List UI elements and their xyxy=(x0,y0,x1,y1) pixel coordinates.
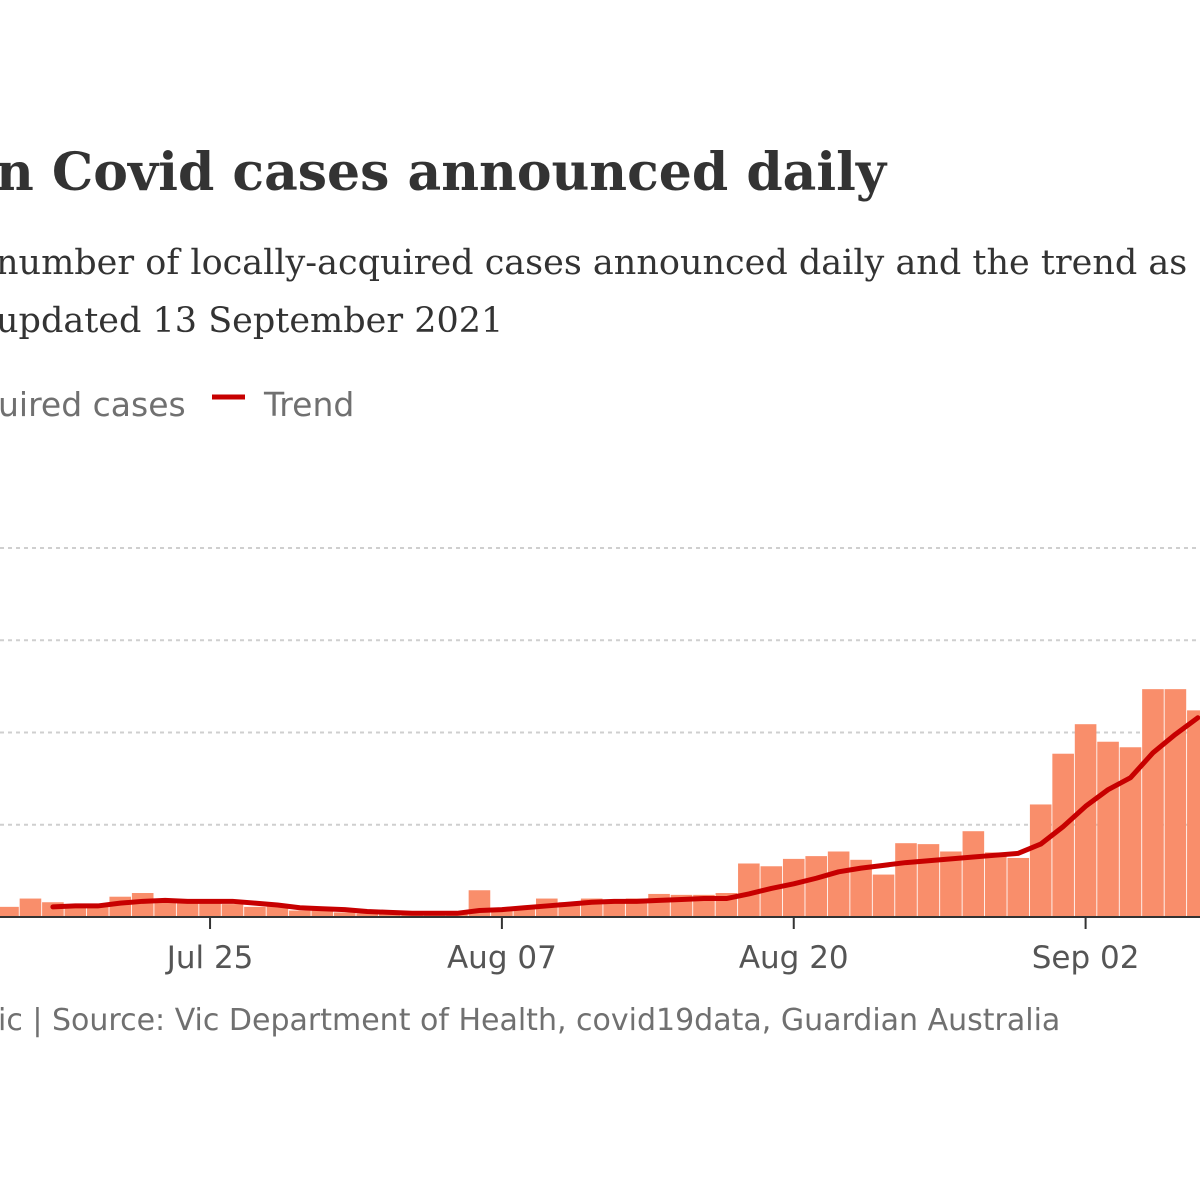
chart-subtitle: number of locally-acquired cases announc… xyxy=(0,243,1200,283)
bar xyxy=(805,856,827,917)
bar xyxy=(0,906,19,917)
bar xyxy=(244,906,266,917)
bar xyxy=(738,863,760,917)
bar xyxy=(356,913,378,917)
bar xyxy=(895,843,917,917)
bar xyxy=(1052,753,1074,917)
bar xyxy=(289,910,311,917)
bar xyxy=(311,910,334,917)
bar xyxy=(1164,689,1187,917)
bar xyxy=(64,905,87,917)
bar xyxy=(513,906,536,917)
chart-title: n Covid cases announced daily xyxy=(0,142,888,203)
bar xyxy=(221,904,244,917)
bar xyxy=(199,903,221,917)
x-tick-label: Aug 20 xyxy=(739,940,849,976)
bar xyxy=(109,896,132,917)
bar xyxy=(648,893,670,917)
bar xyxy=(19,898,42,917)
plot-area xyxy=(0,689,1200,917)
source-note: ic | Source: Vic Department of Health, c… xyxy=(0,1003,1060,1038)
bar xyxy=(940,851,962,917)
bar xyxy=(1029,804,1052,917)
bar xyxy=(962,831,985,917)
bar xyxy=(917,844,940,917)
bar xyxy=(827,851,850,917)
x-tick-label: Jul 25 xyxy=(165,940,254,976)
bar xyxy=(1187,710,1200,917)
bar xyxy=(491,907,513,917)
bar xyxy=(1074,724,1097,917)
chart-subtitle: updated 13 September 2021 xyxy=(0,301,503,341)
bar xyxy=(1142,689,1164,917)
bar xyxy=(782,858,805,917)
bar xyxy=(850,859,872,917)
x-tick-label: Sep 02 xyxy=(1032,940,1140,976)
bar xyxy=(1097,741,1119,917)
bar xyxy=(872,874,895,917)
bar xyxy=(603,900,625,917)
bar xyxy=(154,898,176,917)
bar xyxy=(1007,857,1030,917)
bar xyxy=(333,912,356,917)
bar xyxy=(760,866,783,917)
x-tick-label: Aug 07 xyxy=(447,940,557,976)
trend-line xyxy=(50,715,1200,916)
legend-label: Trend xyxy=(263,385,354,424)
legend-label: uired cases xyxy=(0,385,186,424)
bar xyxy=(266,905,289,917)
bar xyxy=(87,905,109,917)
bar xyxy=(176,900,199,917)
bar xyxy=(1119,747,1142,917)
bar xyxy=(985,852,1007,917)
bar xyxy=(131,893,154,917)
